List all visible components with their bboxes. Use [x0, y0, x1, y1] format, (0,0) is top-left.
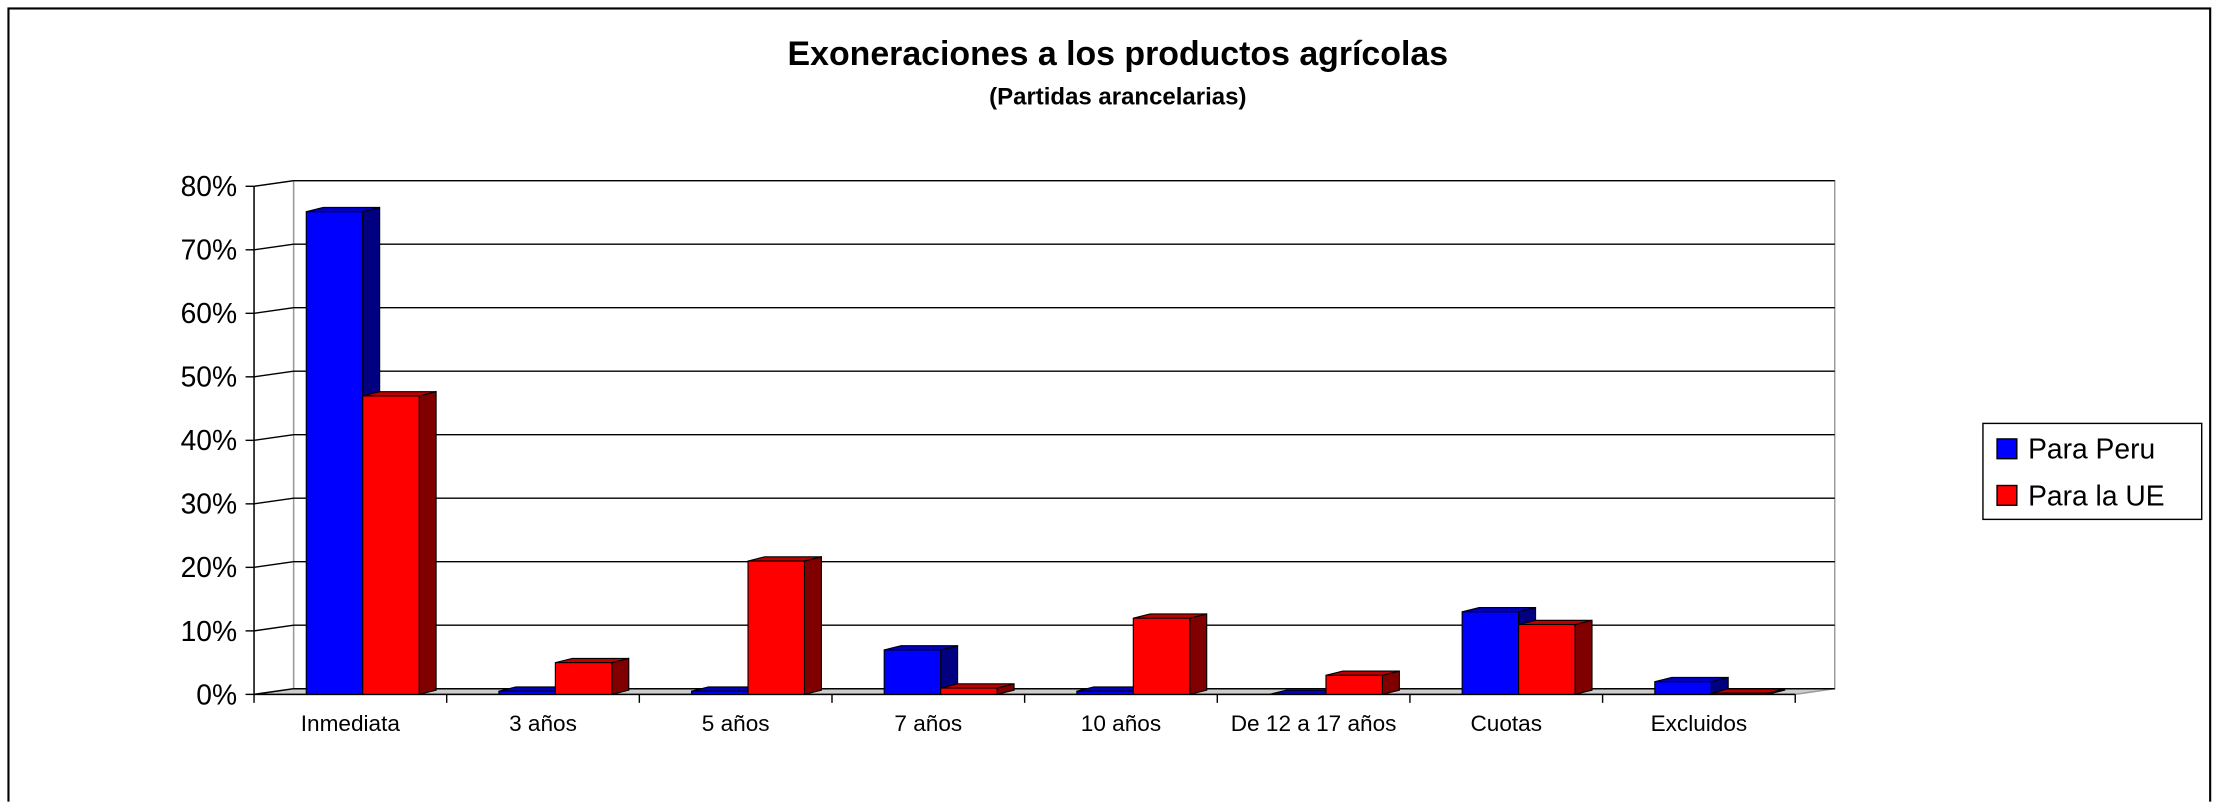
bar-front [940, 687, 998, 695]
floor [253, 688, 1835, 696]
grid-line-side [253, 433, 294, 442]
y-tick-label: 10% [181, 615, 237, 647]
grid-line-side [253, 179, 294, 187]
bar-side [418, 390, 437, 696]
y-tick-label: 80% [181, 170, 237, 202]
y-tick-label: 0% [196, 678, 237, 710]
x-tick-label: Inmediata [300, 712, 400, 737]
y-tick-label: 60% [181, 297, 237, 329]
y-tick-label: 50% [181, 361, 237, 393]
grid-line-side [253, 243, 294, 251]
legend-label: Para Peru [2028, 433, 2155, 465]
bar-front [1461, 611, 1520, 695]
y-tick-label: 40% [181, 424, 237, 456]
x-tick-label: De 12 a 17 años [1230, 712, 1397, 737]
grid-line-side [253, 370, 294, 378]
bar [1518, 619, 1593, 696]
bar [554, 657, 630, 696]
legend-label: Para la UE [2028, 479, 2164, 511]
chart-title: Exoneraciones a los productos agrícolas [788, 35, 1448, 73]
grid-line-side [253, 624, 294, 632]
x-tick-label: 3 años [509, 712, 577, 737]
bar [883, 644, 959, 696]
x-tick-label: 10 años [1080, 712, 1162, 737]
bar-front [883, 649, 942, 695]
y-tick-label: 20% [181, 551, 237, 583]
legend-swatch [1996, 484, 2018, 506]
legend-swatch [1996, 438, 2018, 460]
grid-line-side [253, 688, 294, 696]
bar [940, 683, 1015, 696]
bar-side [611, 657, 630, 696]
x-tick-label: Excluidos [1650, 712, 1748, 737]
bar-front [690, 690, 749, 695]
bar-front [1710, 692, 1769, 695]
bar-side [803, 556, 822, 696]
legend-box [1982, 422, 2203, 521]
bar-front [305, 211, 364, 695]
bar [1710, 688, 1786, 696]
bar-side [1574, 619, 1593, 696]
bar-front [1076, 690, 1134, 695]
bar-side [1189, 613, 1208, 696]
x-tick-label: Cuotas [1470, 712, 1543, 737]
x-tick-label: 5 años [701, 712, 770, 737]
x-tick-label: 7 años [894, 712, 963, 737]
bar-front [1654, 681, 1712, 695]
bar-front [747, 560, 806, 695]
bar-front [554, 662, 613, 695]
bar-front [1325, 674, 1383, 695]
grid-line-side [253, 306, 294, 315]
grid-line-side [253, 561, 294, 569]
bar [362, 390, 437, 696]
bar [1132, 613, 1208, 696]
bar-front [498, 690, 556, 695]
bar-front [1132, 617, 1191, 695]
bar [1325, 670, 1400, 696]
bar [747, 556, 822, 696]
bar-front [362, 395, 420, 695]
y-tick-label: 70% [181, 234, 237, 266]
bar-front [1518, 623, 1576, 695]
chart-subtitle: (Partidas arancelarias) [989, 83, 1246, 110]
y-tick-label: 30% [181, 488, 237, 520]
grid-line-side [253, 497, 294, 505]
